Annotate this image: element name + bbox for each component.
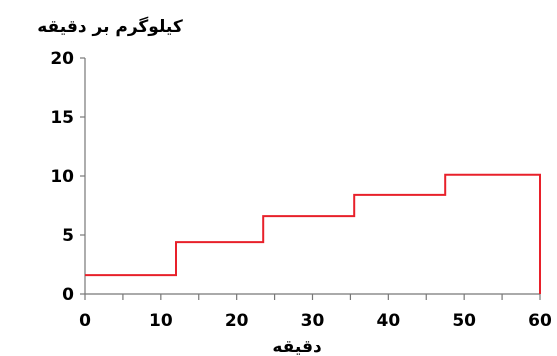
step-series-line <box>85 173 541 294</box>
axes <box>84 58 540 295</box>
y-tick-label: 5 <box>62 226 74 246</box>
x-tick-label: 40 <box>376 311 400 331</box>
x-tick-label: 50 <box>452 311 476 331</box>
x-tick-label: 0 <box>79 311 91 331</box>
x-tick-label: 20 <box>225 311 249 331</box>
x-axis-title: دقیقه <box>272 337 322 356</box>
series-group <box>85 173 541 294</box>
x-tick-label: 60 <box>528 311 552 331</box>
y-tick-label: 0 <box>62 285 74 305</box>
y-axis-title: کیلوگرم بر دقیقه <box>37 16 183 37</box>
x-tick-label: 10 <box>149 311 173 331</box>
ticks: 0 5 10 15 20 0 10 20 30 40 50 60 <box>50 49 552 331</box>
y-tick-label: 20 <box>50 49 74 69</box>
y-tick-label: 15 <box>50 108 74 128</box>
y-tick-label: 10 <box>50 167 74 187</box>
x-tick-label: 30 <box>301 311 325 331</box>
